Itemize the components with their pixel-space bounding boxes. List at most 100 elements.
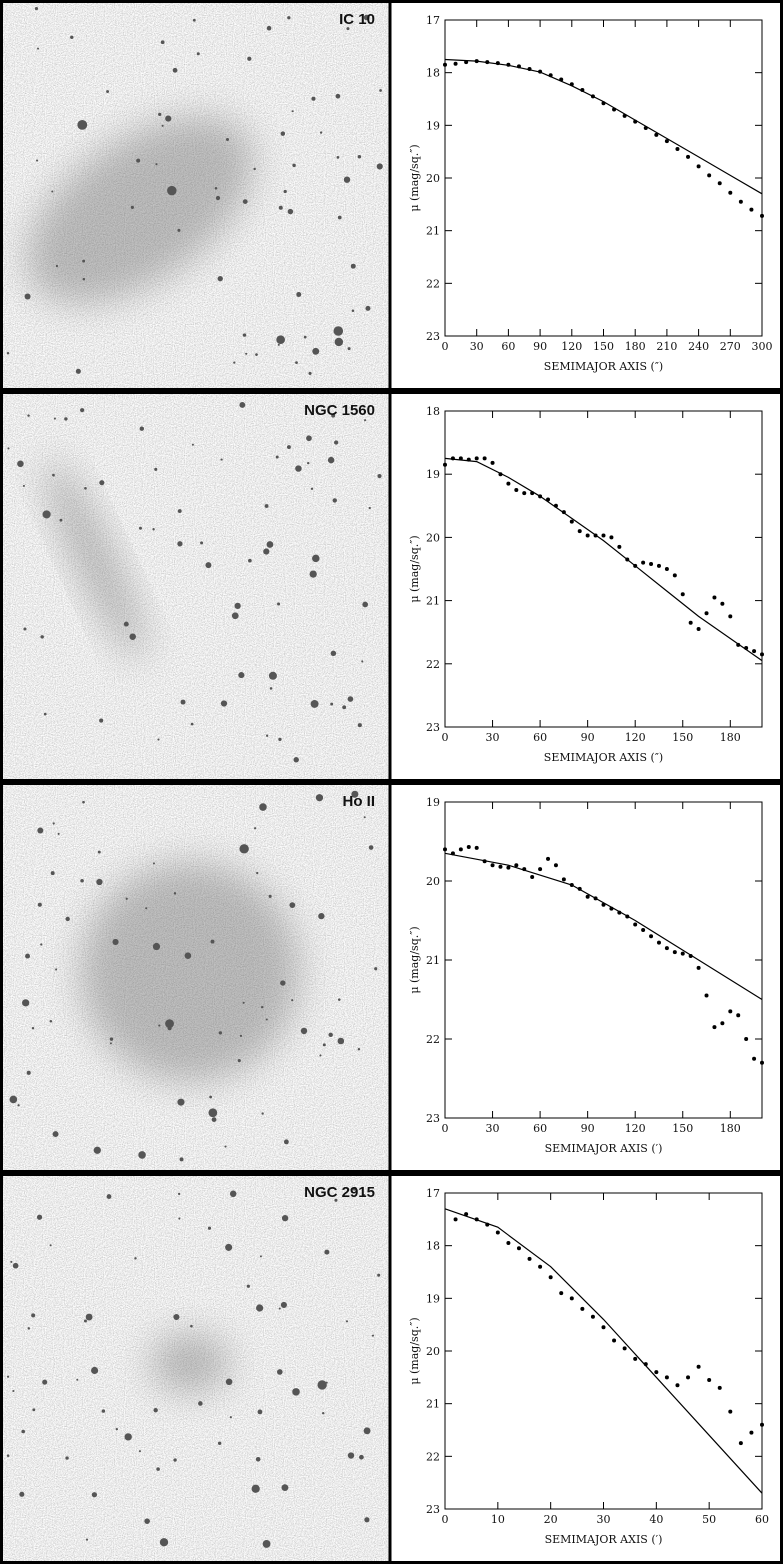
star [37,47,40,50]
data-point [474,59,479,64]
star [209,1095,212,1099]
data-point [664,139,669,144]
y-tick-label: 20 [426,875,440,888]
star [70,35,74,39]
fit-line [444,1208,763,1494]
star [124,1433,132,1441]
star [254,827,257,830]
data-point [490,863,495,868]
data-point [601,1325,606,1330]
data-point [717,1385,722,1390]
star [55,264,59,268]
star [145,907,148,910]
x-tick-label: 120 [625,731,646,744]
data-point [593,896,598,901]
data-point [522,867,527,872]
x-tick-label: 60 [501,340,515,353]
data-point [464,1212,469,1217]
star [161,124,164,127]
star [262,1540,271,1548]
data-point [548,73,553,78]
x-tick-label: 30 [470,340,484,353]
data-point [569,82,574,87]
data-point [649,561,654,566]
star [289,902,296,909]
star [248,558,252,563]
data-point [553,503,558,508]
star [277,343,280,346]
star [287,208,294,215]
star [265,1018,268,1021]
data-point [561,510,566,515]
data-point [625,557,630,562]
data-point [656,940,661,945]
star [269,687,273,690]
star [191,443,194,446]
star [34,7,39,11]
star [242,333,247,337]
star [177,509,182,513]
star [332,498,337,503]
star [80,408,85,413]
star [256,871,259,875]
star [9,1095,18,1104]
plot-frame [444,801,763,1119]
x-tick-label: 0 [442,340,449,353]
star [217,1441,222,1445]
star [177,1192,181,1196]
x-tick-label: 150 [672,731,693,744]
data-point [516,1246,521,1251]
star [36,159,39,162]
star [112,938,119,946]
data-point [641,927,646,932]
star [363,1427,371,1435]
star [32,1408,36,1412]
star [286,445,291,449]
star [40,943,43,946]
data-point [643,125,648,130]
star [50,871,55,876]
star [295,361,298,365]
star [10,1260,13,1263]
data-point [675,1383,680,1388]
star [261,1112,264,1115]
star [208,1108,218,1118]
data-point [622,1346,627,1351]
y-tick-label: 18 [426,405,440,418]
data-point [546,497,551,502]
star [259,1255,262,1258]
data-point [474,1217,479,1222]
data-point [495,61,500,66]
data-point [464,60,469,65]
star [217,275,223,282]
x-tick-label: 150 [672,1122,693,1135]
data-point [443,847,447,852]
x-tick-label: 150 [593,340,614,353]
star [17,1104,20,1107]
star [109,1042,112,1045]
star [49,1244,52,1247]
data-point [654,1370,659,1375]
star [343,176,351,183]
data-point [617,910,622,915]
data-point [580,88,585,93]
star [337,1037,345,1045]
star [65,916,70,922]
star [291,110,294,113]
star [23,627,27,631]
data-point [538,1264,543,1269]
star [306,435,312,442]
star [317,1380,327,1390]
data-point [601,533,606,538]
data-point [485,1222,490,1227]
data-point [490,460,495,465]
y-tick-label: 21 [426,595,440,608]
star [144,1518,150,1524]
star [277,1369,283,1375]
fit-line [444,852,763,1001]
star [220,458,223,461]
star [278,205,283,210]
data-point [749,1430,754,1435]
star [52,1131,59,1138]
y-tick-label: 19 [426,796,440,809]
